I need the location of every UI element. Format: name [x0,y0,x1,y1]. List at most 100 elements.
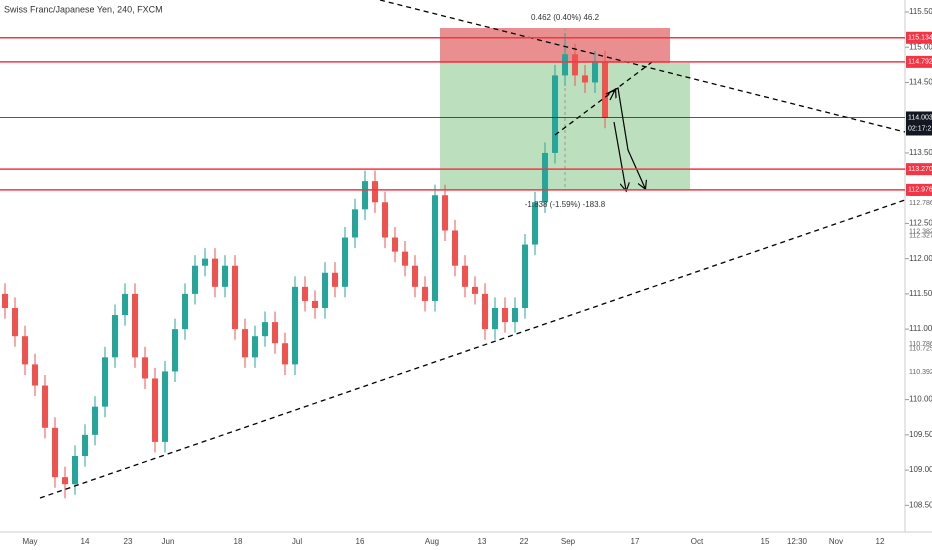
candle-body [562,54,568,76]
x-tick-label: 13 [478,537,487,546]
price-label: 112.382 [909,229,932,236]
candle-body [282,343,288,365]
candle-body [242,329,248,358]
candle-body [62,477,68,485]
candle-body [432,195,438,301]
candle-body [552,75,558,153]
level-label: 112.976 [908,187,932,194]
candle-body [152,378,158,442]
candle-body [302,286,308,301]
candle-body [582,75,588,83]
candle-body [292,286,298,365]
x-tick-label: 15 [761,537,770,546]
y-tick-label: 109.500 [909,430,932,439]
candle-body [372,181,378,203]
x-tick-label: 16 [356,537,365,546]
candle-body [212,258,218,287]
candle-body [492,307,498,330]
candle-body [532,202,538,245]
candle-body [572,54,578,76]
y-tick-label: 112.000 [909,254,932,263]
level-label: 114.792 [908,59,932,66]
candle-body [252,336,258,358]
candle-body [92,406,98,435]
level-tag [906,183,932,196]
candle-body [472,286,478,294]
candle-body [322,272,328,308]
price-label: 110.392 [909,369,932,376]
candle-body [52,427,58,478]
candle-body [342,237,348,287]
x-tick-label: Oct [691,537,704,546]
trend-line [379,0,906,133]
candle-body [392,237,398,252]
candle-body [182,293,188,330]
y-tick-label: 111.500 [909,289,932,298]
y-tick-label: 112.500 [909,219,932,228]
y-tick-label: 113.500 [909,148,932,157]
candle-body [362,181,368,210]
level-label: 115.134 [908,35,932,42]
annotation: 0.462 (0.40%) 46.2 [531,13,600,22]
last-price-label: 114.003 [908,114,932,121]
x-tick-label: 18 [234,537,243,546]
candle-body [12,307,18,337]
candle-body [272,322,278,344]
projection-arrow [613,121,626,190]
candle-body [602,61,608,118]
candle-body [592,61,598,83]
candle-body [512,307,518,323]
x-tick-label: Sep [561,537,576,546]
candle-body [132,293,138,358]
y-tick-label: 109.000 [909,465,932,474]
candle-body [232,265,238,330]
candle-body [172,329,178,372]
price-label: 110.725 [909,345,932,352]
x-tick-label: 14 [81,537,90,546]
x-tick-label: 22 [520,537,529,546]
x-tick-label: Aug [425,537,439,546]
x-tick-label: Nov [829,537,843,546]
level-label: 113.270 [908,166,932,173]
x-tick-label: 12:30 [787,537,808,546]
candle-body [462,265,468,287]
candle-body [162,371,168,442]
y-tick-label: 110.000 [909,395,932,404]
candle-body [382,202,388,238]
projection-arrow [610,90,615,101]
y-tick-label: 108.500 [909,500,932,509]
x-tick-label: Jul [292,537,302,546]
price-label: 112.786 [909,200,932,207]
candle-body [502,307,508,323]
candle-body [262,322,268,337]
candle-body [402,251,408,266]
trend-line [554,61,653,136]
level-tag [906,31,932,44]
countdown: 02:17:21 [908,125,932,132]
candle-body [122,293,128,316]
candle-body [522,244,528,308]
price-label: 112.327 [909,232,932,239]
x-tick-label: 17 [631,537,640,546]
risk-zone [440,28,670,63]
candle-body [542,152,548,203]
candle-body [102,357,108,407]
chart-title: Swiss Franc/Japanese Yen, 240, FXCM [4,4,163,14]
level-tag [906,163,932,176]
y-tick-label: 115.500 [909,7,932,16]
candle-body [42,385,48,428]
level-tag [906,55,932,68]
x-tick-label: 23 [124,537,133,546]
candle-body [352,209,358,238]
candle-body [112,315,118,358]
price-label: 110.786 [909,341,932,348]
candle-body [222,265,228,287]
x-tick-label: May [22,537,37,546]
candle-body [32,364,38,386]
last-price-tag [906,111,932,136]
candle-body [142,357,148,379]
candle-body [422,286,428,301]
y-tick-label: 114.500 [909,78,932,87]
candle-body [72,455,78,485]
